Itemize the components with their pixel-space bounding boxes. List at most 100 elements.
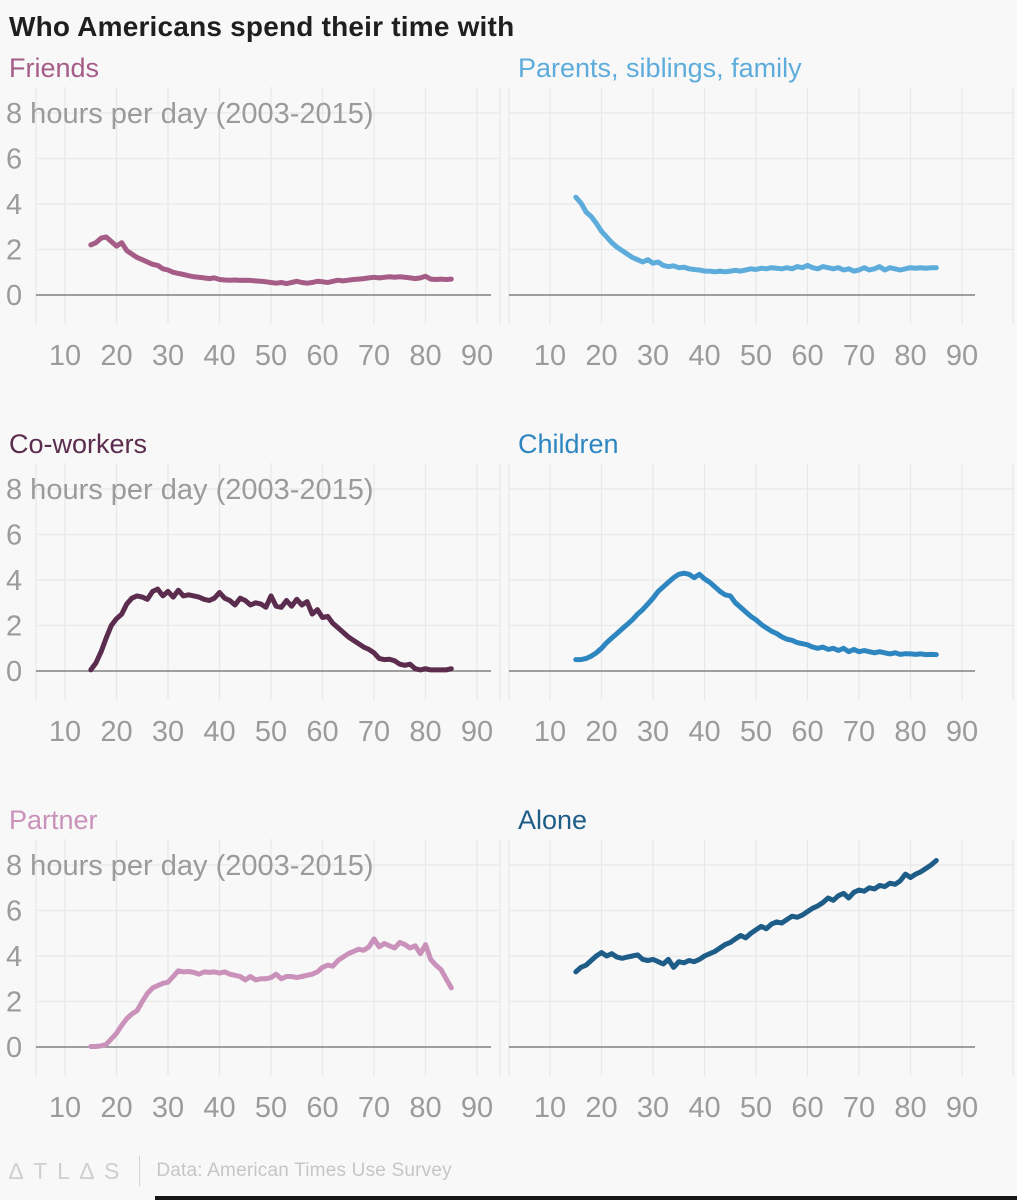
x-tick-label: 90 — [946, 716, 978, 748]
x-tick-label: 60 — [791, 340, 823, 372]
x-tick-label: 90 — [461, 1092, 493, 1124]
y-tick-label: 4 — [6, 941, 22, 973]
x-tick-label: 70 — [358, 1092, 390, 1124]
x-tick-label: 50 — [740, 340, 772, 372]
panel-partner: Partner 8 hours per day (2003-2015) 6 4 2 0 1… — [0, 755, 507, 1131]
x-tick-label: 10 — [49, 340, 81, 372]
x-tick-label: 60 — [306, 340, 338, 372]
bottom-edge-bar — [155, 1196, 1017, 1200]
x-tick-label: 40 — [203, 716, 235, 748]
y-tick-label: 2 — [6, 235, 22, 267]
x-tick-label: 30 — [152, 1092, 184, 1124]
panel-friends: Friends 8 hours per day (2003-2015) 6 4 2 0 1… — [0, 43, 507, 379]
x-tick-label: 40 — [203, 340, 235, 372]
x-tick-label: 20 — [585, 340, 617, 372]
x-tick-label: 50 — [740, 716, 772, 748]
x-tick-label: 70 — [843, 716, 875, 748]
data-line — [88, 586, 454, 673]
panel-alone: Alone 10 20 30 40 50 60 70 80 90 — [507, 755, 1017, 1131]
x-tick-label: 50 — [255, 716, 287, 748]
x-tick-label: 90 — [946, 1092, 978, 1124]
x-tick-label: 30 — [637, 340, 669, 372]
panel-title-alone: Alone — [518, 805, 588, 836]
x-tick-label: 60 — [306, 716, 338, 748]
x-tick-label: 40 — [688, 1092, 720, 1124]
y-tick-label: 8 hours per day (2003-2015) — [6, 474, 374, 506]
panel-title-partner: Partner — [9, 805, 98, 836]
x-tick-label: 20 — [585, 1092, 617, 1124]
x-tick-label: 60 — [791, 716, 823, 748]
chart-children: 10 20 30 40 50 60 70 80 90 — [508, 463, 1014, 748]
y-tick-label: 0 — [6, 1032, 22, 1064]
panel-co-workers: Co-workers 8 hours per day (2003-2015) 6 4… — [0, 379, 507, 755]
x-tick-label: 80 — [409, 716, 441, 748]
x-tick-label: 20 — [100, 1092, 132, 1124]
x-tick-label: 40 — [688, 716, 720, 748]
y-tick-label: 8 hours per day (2003-2015) — [6, 98, 374, 130]
x-tick-label: 30 — [152, 716, 184, 748]
chart-parents: 10 20 30 40 50 60 70 80 90 — [508, 87, 1014, 372]
panel-title-children: Children — [518, 429, 619, 460]
x-tick-label: 10 — [49, 716, 81, 748]
y-tick-label: 4 — [6, 565, 22, 597]
panel-title-co-workers: Co-workers — [9, 429, 148, 460]
footer-divider — [139, 1156, 141, 1187]
x-tick-label: 80 — [894, 340, 926, 372]
x-tick-label: 80 — [894, 1092, 926, 1124]
x-tick-label: 90 — [461, 340, 493, 372]
x-tick-label: 70 — [358, 340, 390, 372]
y-tick-label: 0 — [6, 280, 22, 312]
y-tick-label: 6 — [6, 520, 22, 552]
x-tick-label: 30 — [152, 340, 184, 372]
data-line — [573, 570, 939, 663]
x-tick-label: 20 — [100, 716, 132, 748]
x-tick-label: 60 — [791, 1092, 823, 1124]
y-tick-label: 2 — [6, 987, 22, 1019]
x-tick-label: 10 — [534, 340, 566, 372]
atlas-logo: ∆TL∆S — [9, 1157, 130, 1184]
data-line — [88, 234, 454, 287]
x-tick-label: 60 — [306, 1092, 338, 1124]
x-tick-label: 10 — [534, 716, 566, 748]
data-source-label: Data: American Times Use Survey — [156, 1160, 452, 1182]
x-tick-label: 90 — [946, 340, 978, 372]
footer: ∆TL∆S Data: American Times Use Survey — [9, 1156, 1017, 1187]
x-tick-label: 10 — [49, 1092, 81, 1124]
y-tick-label: 6 — [6, 896, 22, 928]
x-tick-label: 30 — [637, 716, 669, 748]
chart-alone: 10 20 30 40 50 60 70 80 90 — [508, 839, 1014, 1124]
x-tick-label: 30 — [637, 1092, 669, 1124]
data-line — [573, 194, 939, 275]
panel-title-friends: Friends — [9, 53, 100, 83]
data-line — [88, 936, 454, 1050]
y-tick-label: 4 — [6, 189, 22, 221]
panel-title-parents: Parents, siblings, family — [518, 53, 802, 83]
x-tick-label: 40 — [688, 340, 720, 372]
x-tick-label: 20 — [585, 716, 617, 748]
x-tick-label: 90 — [461, 716, 493, 748]
x-tick-label: 50 — [255, 340, 287, 372]
x-tick-label: 80 — [409, 340, 441, 372]
x-tick-label: 50 — [740, 1092, 772, 1124]
x-tick-label: 70 — [358, 716, 390, 748]
y-tick-label: 8 hours per day (2003-2015) — [6, 850, 374, 882]
x-tick-label: 70 — [843, 1092, 875, 1124]
y-tick-label: 6 — [6, 144, 22, 176]
y-tick-label: 2 — [6, 611, 22, 643]
x-tick-label: 40 — [203, 1092, 235, 1124]
page-title: Who Americans spend their time with — [9, 11, 515, 42]
x-tick-label: 80 — [409, 1092, 441, 1124]
data-line — [573, 858, 939, 975]
x-tick-label: 70 — [843, 340, 875, 372]
panel-parents-siblings-family: Parents, siblings, family 10 20 30 40 50 60 70… — [507, 43, 1017, 379]
x-tick-label: 20 — [100, 340, 132, 372]
x-tick-label: 50 — [255, 1092, 287, 1124]
charts-grid: Friends 8 hours per day (2003-2015) 6 4 2 0 1… — [0, 43, 1017, 1131]
y-tick-label: 0 — [6, 656, 22, 688]
x-tick-label: 10 — [534, 1092, 566, 1124]
panel-children: Children 10 20 30 40 50 60 70 80 90 — [507, 379, 1017, 755]
